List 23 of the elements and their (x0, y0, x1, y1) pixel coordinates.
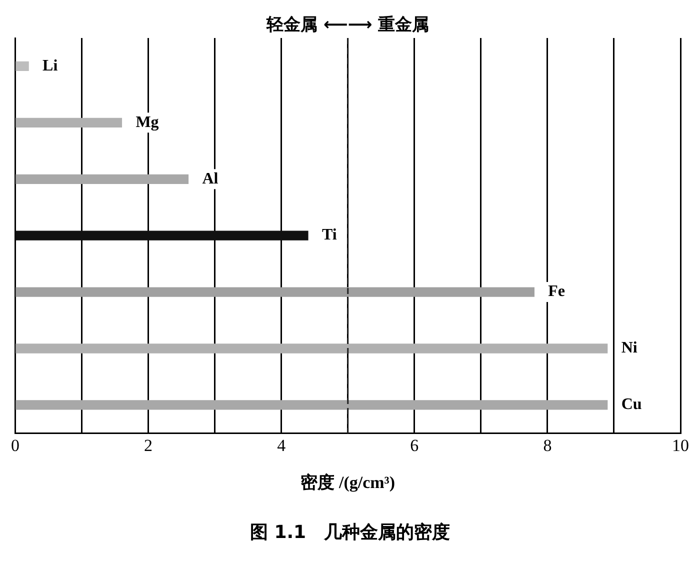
x-tick-label: 8 (543, 436, 552, 455)
bar (16, 230, 308, 240)
bar (16, 287, 534, 297)
y-tick-label: Li (42, 57, 58, 74)
y-tick-label: Cu (621, 396, 642, 414)
bar (16, 174, 189, 184)
x-axis-title: 密度 /(g/cm³) (300, 473, 396, 492)
x-tick-label: 2 (144, 436, 153, 455)
y-tick-label: Ni (621, 340, 638, 357)
y-tick-label: Fe (548, 283, 566, 300)
y-tick-label: Al (202, 170, 219, 188)
bar (16, 61, 29, 72)
x-tick-label: 10 (672, 436, 689, 455)
bar (16, 118, 122, 128)
ref-line-label: 轻金属 ⟵⟶ 重金属 (266, 14, 430, 35)
y-tick-label: Mg (136, 114, 159, 131)
x-tick-label: 0 (11, 436, 20, 455)
x-tick-label: 4 (277, 436, 286, 455)
bar (16, 400, 608, 410)
text: 图 1.1 几种金属的密度 (248, 521, 452, 544)
y-tick-label: Ti (322, 226, 338, 244)
x-tick-label: 6 (410, 436, 419, 455)
bar (16, 344, 608, 354)
